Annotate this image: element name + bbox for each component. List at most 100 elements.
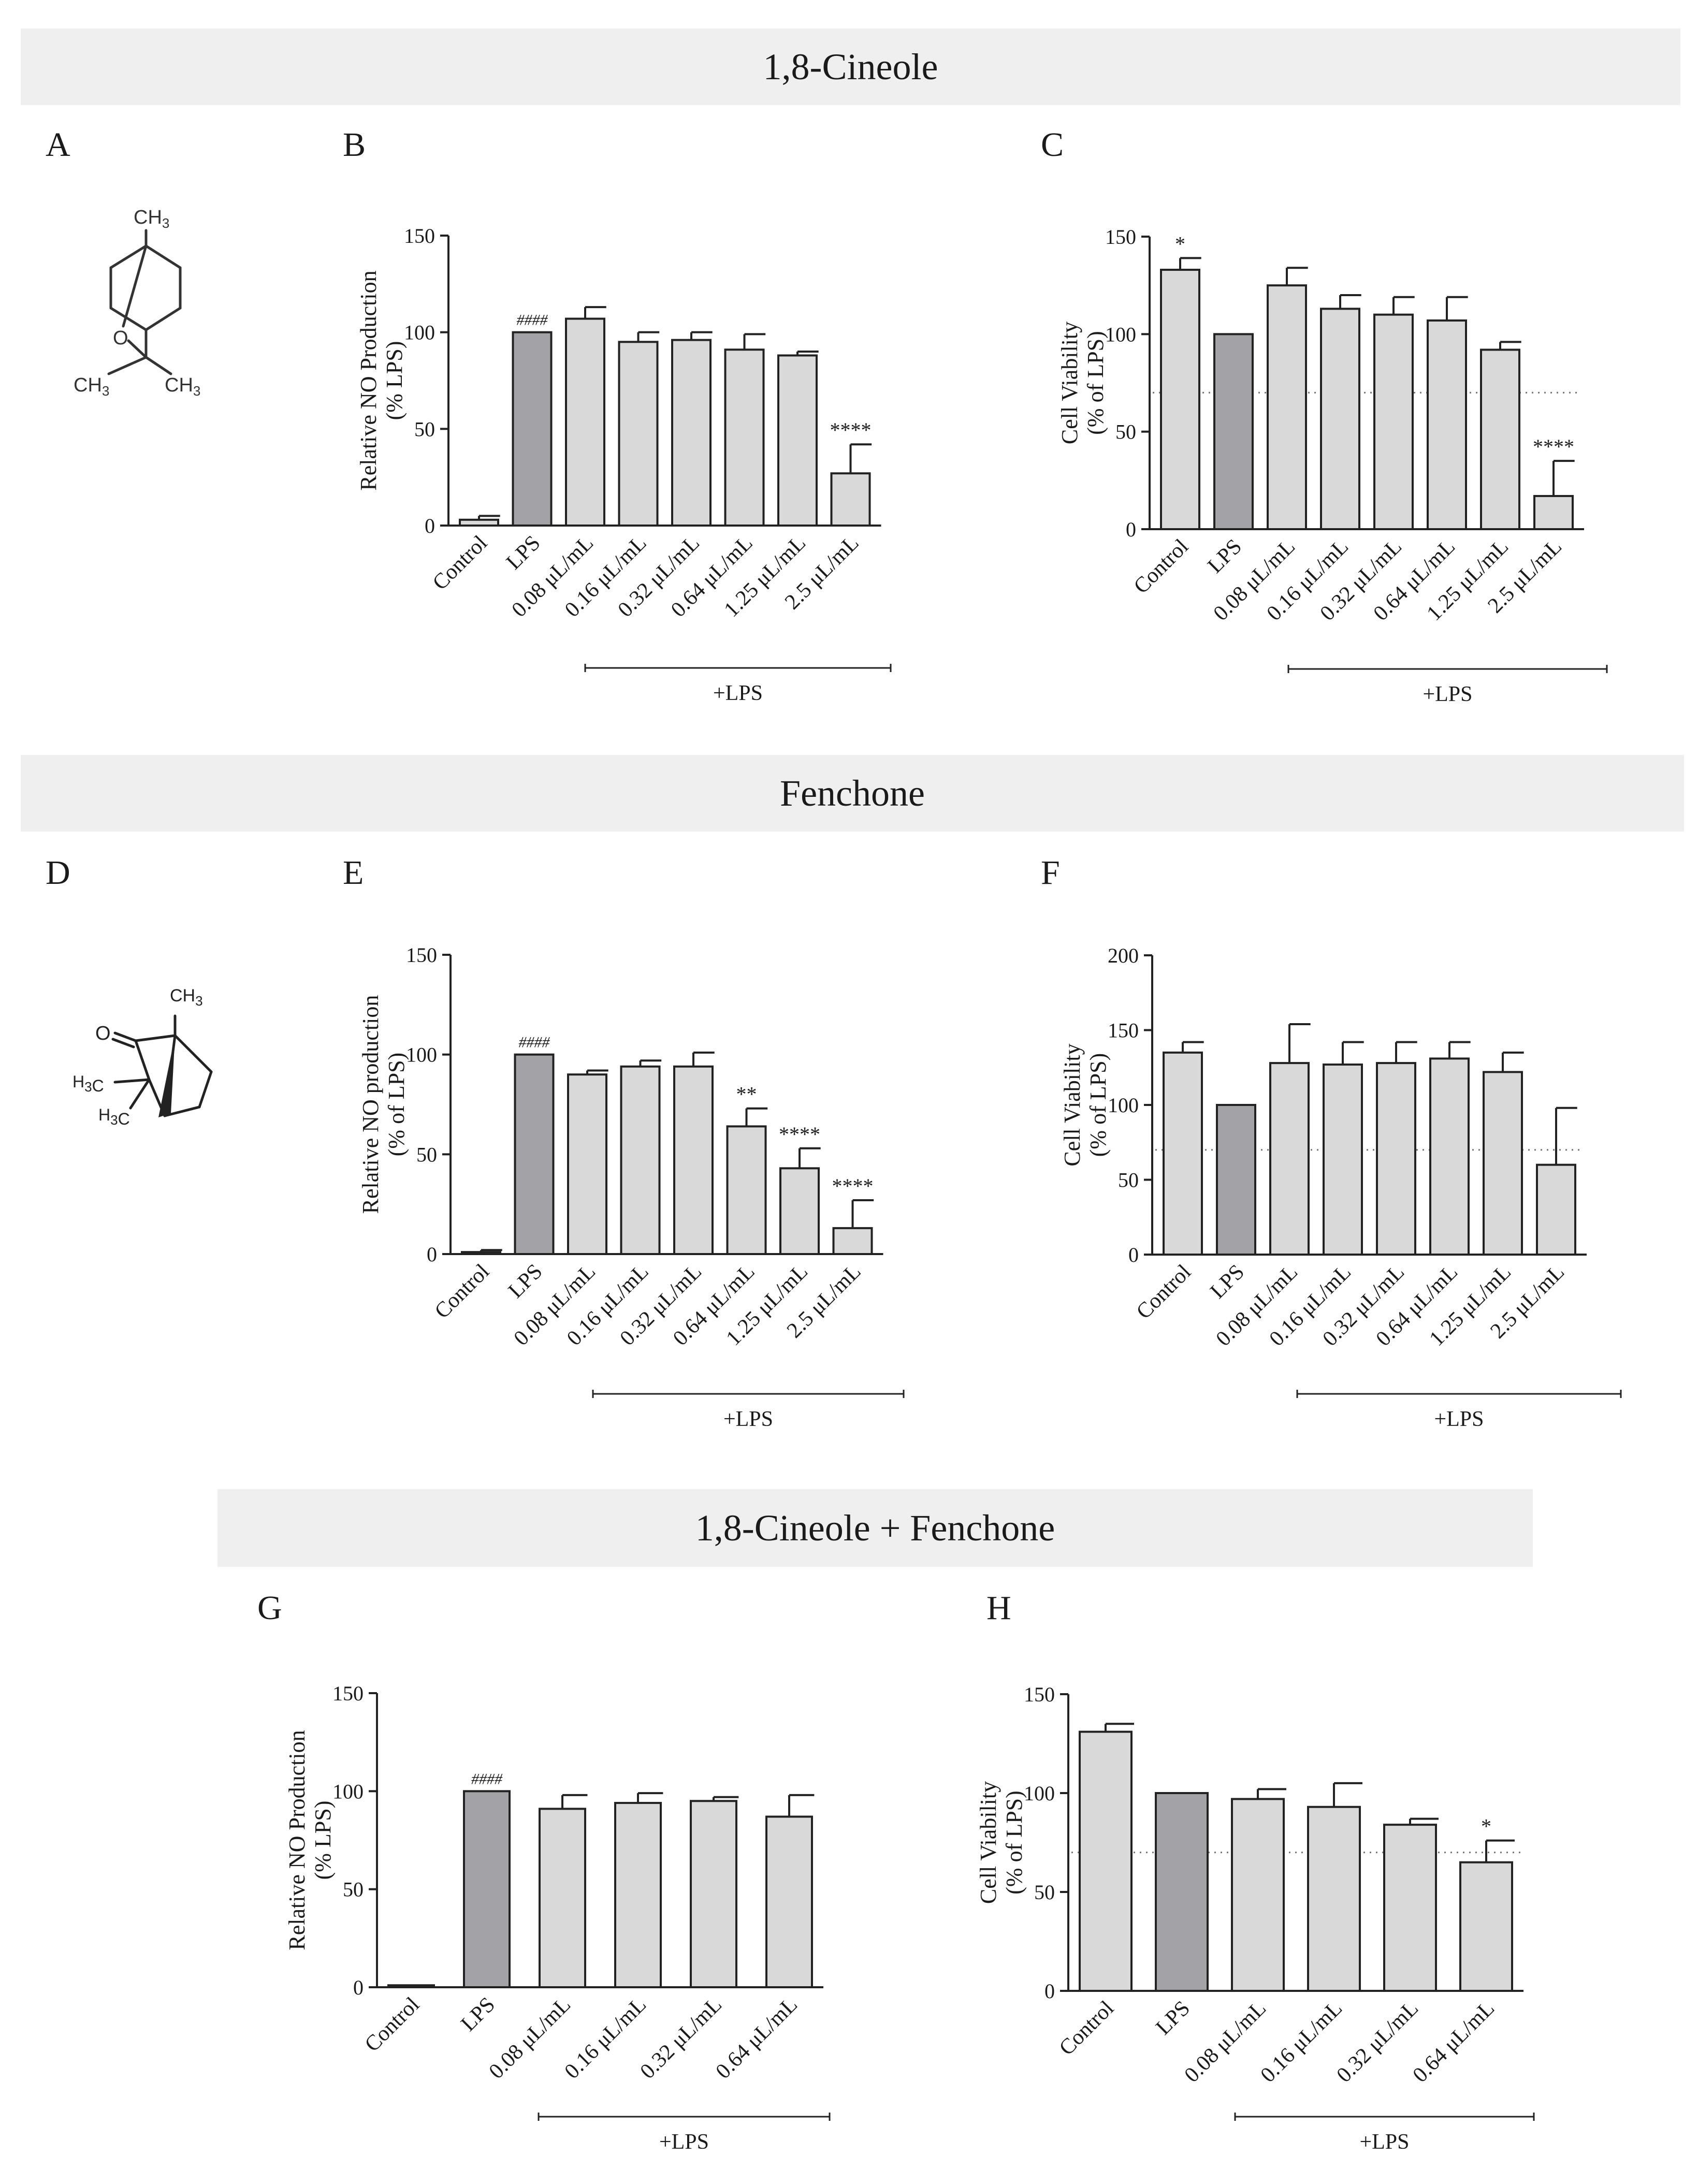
y-axis-label: Relative NO Production (% LPS) [284,1730,336,1950]
cineole-ch3-left: CH3 [74,374,109,399]
y-tick-label: 50 [414,417,435,441]
bar [830,472,871,527]
fenchone-wedge-bond [158,1036,175,1117]
bar [387,1984,435,1989]
panel-letter-c: C [1041,126,1064,164]
y-axis-label-line1: Cell Viability [976,1781,1001,1904]
bar [1376,1062,1416,1256]
bar [1216,1104,1256,1256]
panel-letter-f: F [1041,854,1060,892]
fenchone-ch3-top: CH3 [170,986,203,1009]
fenchone-bond [134,1034,177,1042]
bar [1459,1861,1513,1992]
y-tick-label: 0 [353,1976,364,1999]
bar [1079,1730,1133,1992]
bar [1307,1806,1361,1992]
x-tick-label: Control [1055,1997,1119,2060]
bar [565,317,605,527]
fenchone-bond [113,1078,151,1084]
y-axis-label: Relative NO Production (% LPS) [356,270,407,490]
y-tick-label: 0 [425,514,435,537]
y-tick-label: 100 [406,1043,437,1067]
bar [1483,1071,1523,1256]
panel-letter-e: E [343,854,364,892]
bar [1213,333,1254,530]
y-tick-label: 0 [1044,1979,1055,2003]
y-tick-label: 50 [1118,1169,1139,1192]
y-axis-label-line2: (% LPS) [310,1801,336,1880]
y-tick-label: 50 [343,1878,364,1901]
y-axis-label-line1: Cell Viability [1057,322,1082,444]
panel-letter-b: B [343,126,366,164]
cineole-bond [109,307,148,331]
bar [1155,1792,1209,1992]
bar [690,1800,737,1988]
panel-letter-h: H [986,1589,1011,1627]
y-axis-label-line2: (% LPS) [382,341,407,420]
x-tick-label: 0.16 μL/mL [1256,1997,1347,2087]
bar [1323,1063,1363,1256]
section-title-fenchone: Fenchone [21,755,1684,832]
bar [1427,319,1467,530]
y-tick-label: 150 [404,224,435,247]
group-label: +LPS [659,2130,709,2154]
y-axis-label-line2: (% of LPS) [1002,1790,1027,1894]
fenchone-h3c-lower: H3C [98,1105,130,1128]
bar [673,1065,714,1255]
y-axis-label-line1: Relative NO Production [356,270,381,490]
group-label: +LPS [1423,682,1472,706]
y-tick-label: 50 [1034,1881,1055,1904]
y-axis-label: Relative NO production (% of LPS) [358,995,409,1214]
significance-label: **** [1533,435,1574,458]
y-axis-label-line1: Relative NO production [358,995,383,1214]
significance-label: * [1481,1815,1491,1838]
x-tick-label: 0.32 μL/mL [1332,1997,1423,2087]
y-tick-label: 150 [406,943,437,967]
bar [514,1053,555,1255]
section-title-combination: 1,8-Cineole + Fenchone [217,1489,1533,1567]
group-label: +LPS [713,681,763,705]
y-tick-label: 100 [332,1780,364,1803]
group-label: +LPS [723,1407,773,1431]
bar [512,331,553,527]
x-tick-label: 0.64 μL/mL [1409,1997,1499,2087]
bar [1373,313,1414,531]
bar [1267,284,1307,531]
bar [765,1815,813,1989]
bar [1231,1798,1285,1992]
bar [618,341,659,527]
fenchone-bond [113,1031,137,1042]
panel-letter-a: A [46,126,70,164]
y-tick-label: 0 [427,1243,437,1266]
cineole-bond [109,244,148,269]
cineole-bond [122,244,148,328]
y-tick-label: 150 [1105,225,1136,249]
bar [779,1167,820,1255]
cineole-ch3-right: CH3 [165,374,200,399]
bar [1536,1163,1576,1256]
y-axis-label: Cell Viability (% of LPS) [1060,1043,1111,1166]
bar [777,354,818,527]
cineole-bond [144,356,172,375]
x-tick-label: 0.08 μL/mL [1180,1997,1271,2087]
panel-letter-d: D [46,854,70,892]
fenchone-bond [198,1070,213,1109]
y-tick-label: 100 [1108,1094,1139,1117]
bar [1163,1051,1203,1256]
significance-label: **** [779,1123,820,1146]
y-tick-label: 150 [1108,1019,1139,1042]
cineole-ch3-top: CH3 [134,207,169,231]
y-tick-label: 100 [1105,323,1136,346]
significance-label: #### [519,1034,550,1051]
y-tick-label: 50 [416,1143,437,1166]
significance-label: ** [736,1083,757,1106]
fenchone-h3c-upper: H3C [72,1072,104,1095]
fenchone-bond [129,1078,151,1110]
cineole-bond [144,307,182,331]
significance-label: **** [830,418,872,442]
